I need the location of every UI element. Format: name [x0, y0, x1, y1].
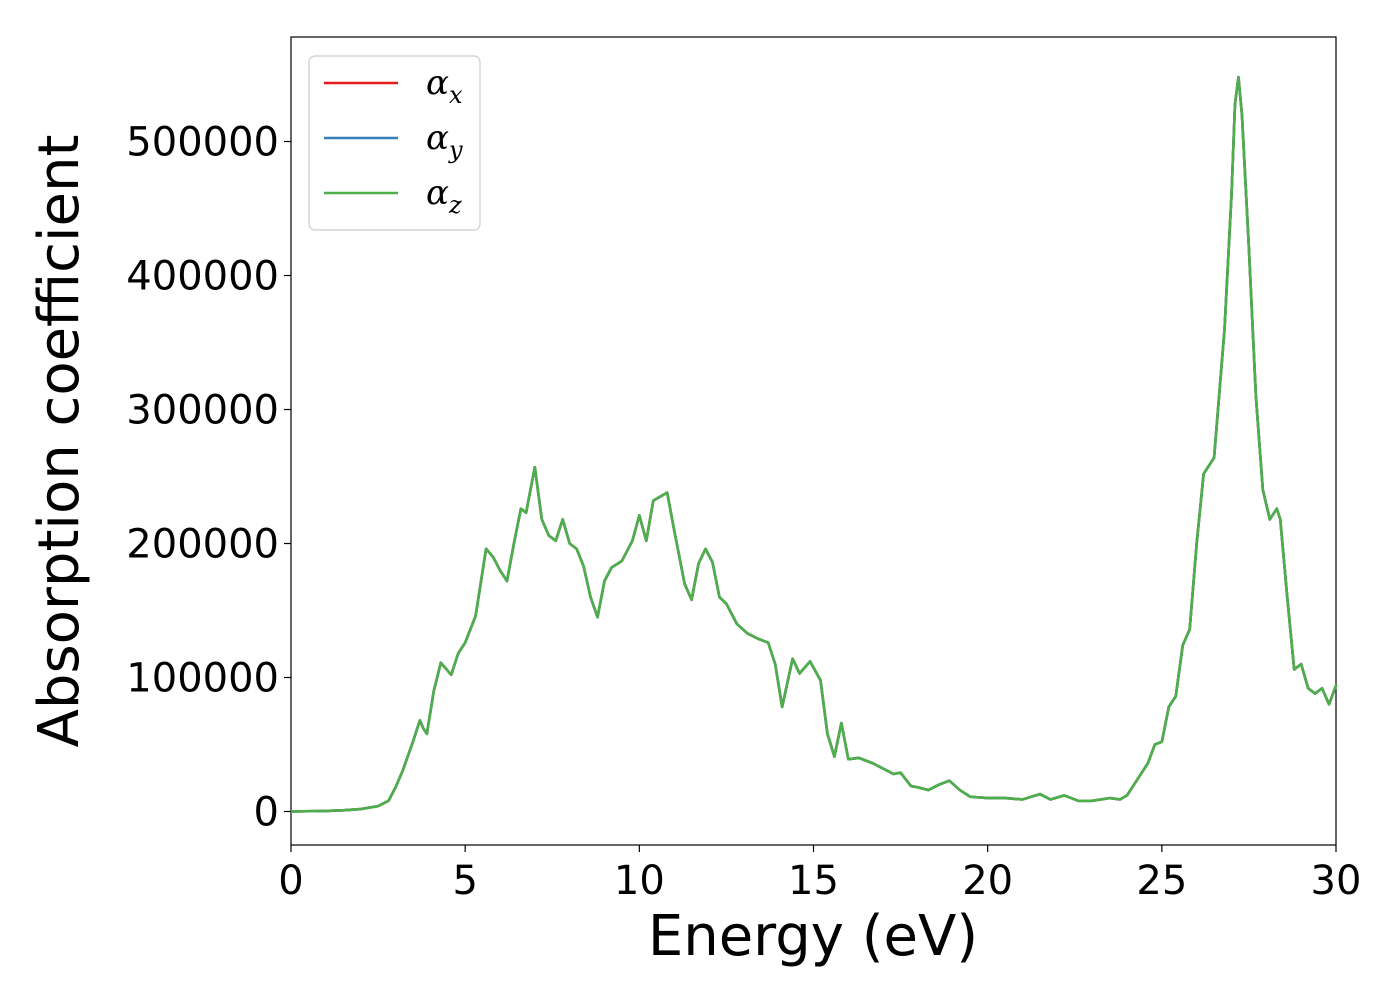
x-tick-label: 5 [452, 858, 477, 904]
legend-label-x: αx [426, 63, 463, 109]
x-ticks: 0 5 10 15 20 25 30 [278, 845, 1361, 904]
legend-label-z: αz [426, 173, 462, 219]
y-tick-label: 400000 [126, 254, 279, 300]
y-axis-title: Absorption coefficient [27, 135, 92, 748]
y-tick-label: 0 [254, 790, 279, 836]
x-tick-label: 15 [788, 858, 839, 904]
x-tick-label: 30 [1311, 858, 1362, 904]
x-tick-label: 25 [1136, 858, 1187, 904]
series-line-z [289, 75, 1338, 813]
legend-label-y: αy [426, 118, 463, 164]
legend-items: αx αy αz [324, 63, 463, 219]
y-tick-label: 200000 [126, 522, 279, 568]
series-layer [289, 75, 1338, 813]
x-tick-label: 0 [278, 858, 303, 904]
legend-frame [308, 55, 481, 231]
legend: αx αy αz [308, 55, 481, 231]
y-ticks: 0 100000 200000 300000 400000 500000 [126, 120, 291, 836]
x-tick-label: 20 [962, 858, 1013, 904]
y-tick-label: 300000 [126, 388, 279, 434]
y-tick-label: 100000 [126, 656, 279, 702]
x-axis-title: Energy (eV) [648, 904, 978, 969]
y-tick-label: 500000 [126, 120, 279, 166]
x-tick-label: 10 [614, 858, 665, 904]
